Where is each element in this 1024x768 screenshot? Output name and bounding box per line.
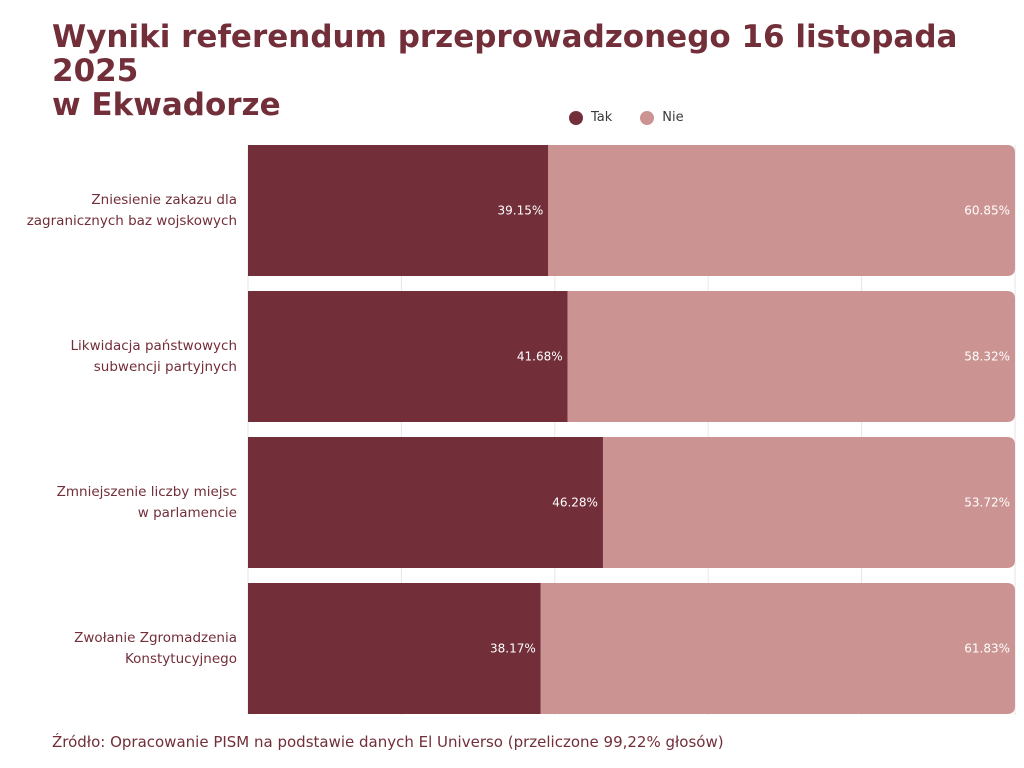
data-label-tak-4: 38.17%: [490, 642, 536, 656]
bar-tak-4[interactable]: [248, 583, 541, 714]
legend-swatch-tak: [569, 110, 583, 125]
category-label-line: subwencji partyjnych: [93, 358, 237, 375]
category-label-line: Konstytucyjnego: [124, 650, 237, 667]
bar-tak-3[interactable]: [248, 437, 603, 568]
category-label-line: Zmniejszenie liczby miejsc: [56, 483, 237, 500]
category-label-1: Zniesienie zakazu dla zagranicznych baz w…: [7, 190, 237, 232]
chart-title-line-1: Wyniki referendum przeprowadzonego 16 li…: [52, 19, 958, 89]
chart-title: Wyniki referendum przeprowadzonego 16 li…: [52, 20, 1002, 122]
data-label-nie-2: 58.32%: [964, 350, 1010, 364]
chart-source: Źródło: Opracowanie PISM na podstawie da…: [52, 733, 724, 751]
data-label-tak-1: 39.15%: [498, 204, 544, 218]
category-label-2: Likwidacja państwowych subwencji partyjny…: [7, 336, 238, 378]
category-label-4: Zwołanie Zgromadzenia Konstytucyjnego: [7, 628, 237, 670]
bar-tak-1[interactable]: [248, 145, 549, 276]
data-label-nie-4: 61.83%: [964, 642, 1010, 656]
data-label-nie-1: 60.85%: [964, 204, 1010, 218]
bar-nie-1[interactable]: [548, 145, 1015, 276]
legend-label-nie: Nie: [662, 110, 684, 125]
legend-item-nie[interactable]: Nie: [640, 110, 684, 125]
category-label-line: Zniesienie zakazu dla: [91, 191, 237, 208]
bar-nie-2[interactable]: [567, 291, 1015, 422]
category-label-line: Zwołanie Zgromadzenia: [74, 629, 237, 646]
bar-nie-3[interactable]: [602, 437, 1015, 568]
data-label-nie-3: 53.72%: [964, 496, 1010, 510]
category-label-3: Zmniejszenie liczby miejsc w parlamencie: [7, 482, 237, 524]
bar-nie-4[interactable]: [540, 583, 1015, 714]
legend-item-tak[interactable]: Tak: [569, 110, 612, 125]
category-label-line: w parlamencie: [137, 504, 237, 521]
data-label-tak-2: 41.68%: [517, 350, 563, 364]
chart-title-line-2: w Ekwadorze: [52, 87, 281, 123]
category-label-line: Likwidacja państwowych: [70, 337, 238, 354]
data-label-tak-3: 46.28%: [552, 496, 598, 510]
category-label-line: zagranicznych baz wojskowych: [26, 212, 237, 229]
legend-swatch-nie: [640, 110, 655, 125]
bar-tak-2[interactable]: [248, 291, 568, 422]
chart-legend: Tak Nie: [569, 110, 712, 125]
legend-label-tak: Tak: [591, 110, 613, 125]
